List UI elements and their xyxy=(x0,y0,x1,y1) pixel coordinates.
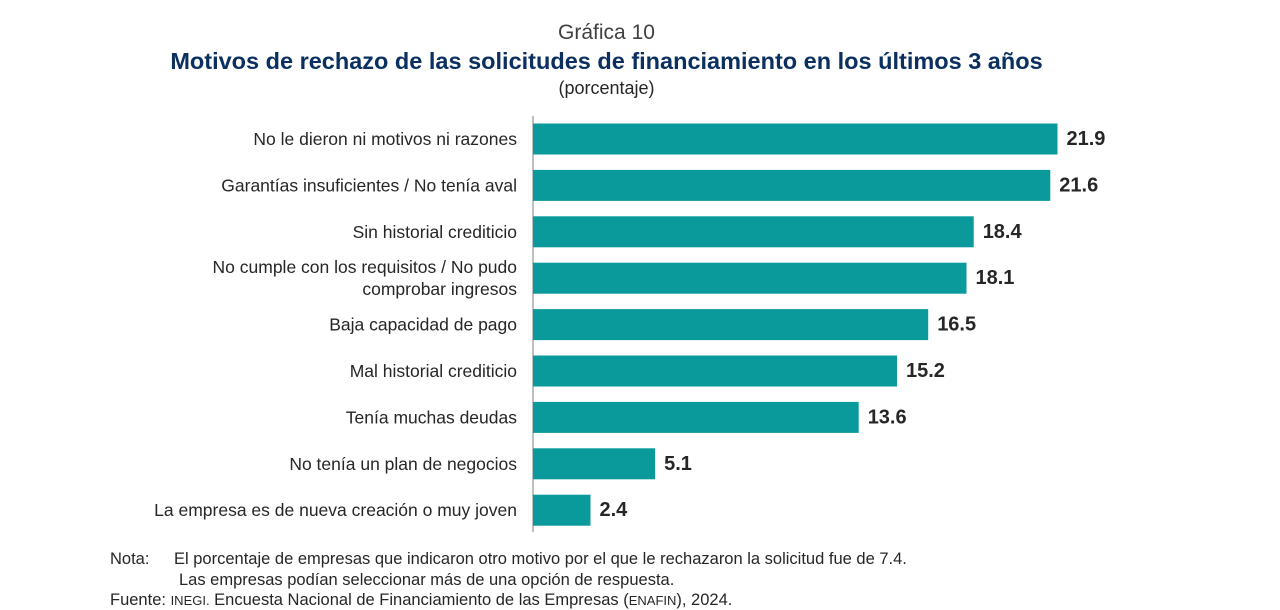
note-line-2: Las empresas podían seleccionar más de u… xyxy=(179,571,675,589)
bars-group: 21.9 No le dieron ni motivos ni razones 21… xyxy=(154,123,1106,526)
note-line-1: El porcentaje de empresas que indicaron … xyxy=(174,550,907,568)
category-label: comprobar ingresos xyxy=(362,279,517,299)
bar xyxy=(533,262,967,294)
bar-value-label: 21.6 xyxy=(1059,174,1098,196)
source-note: Fuente: INEGI. Encuesta Nacional de Fina… xyxy=(110,591,732,610)
bar-value-label: 18.1 xyxy=(976,267,1015,289)
bar xyxy=(533,169,1051,201)
bar xyxy=(533,123,1058,155)
source-text-1: Encuesta Nacional de Financiamiento de l… xyxy=(214,591,629,609)
bar-value-label: 15.2 xyxy=(906,360,945,382)
category-label: Tenía muchas deudas xyxy=(346,407,517,427)
category-label: No le dieron ni motivos ni razones xyxy=(253,129,517,149)
source-acronym: ENAFIN xyxy=(628,593,677,608)
bar-value-label: 18.4 xyxy=(983,221,1023,243)
note-prefix: Nota: xyxy=(110,550,150,568)
category-label: Sin historial crediticio xyxy=(353,222,517,242)
source-org: INEGI. xyxy=(170,593,210,608)
category-label: Mal historial crediticio xyxy=(350,361,517,381)
bar xyxy=(533,401,859,433)
category-label: Baja capacidad de pago xyxy=(329,315,517,335)
source-text-2: ), 2024. xyxy=(676,591,733,609)
bar xyxy=(533,355,897,387)
category-label: No cumple con los requisitos / No pudo xyxy=(213,257,517,277)
bar-value-label: 5.1 xyxy=(664,453,692,475)
bar-value-label: 13.6 xyxy=(868,406,907,428)
bar xyxy=(533,216,974,248)
source-prefix: Fuente: xyxy=(110,591,166,609)
chart-subtitle: (porcentaje) xyxy=(558,78,655,98)
category-label: La empresa es de nueva creación o muy jo… xyxy=(154,500,517,520)
bar-value-label: 16.5 xyxy=(937,314,976,336)
bar-chart: 21.9 No le dieron ni motivos ni razones 21… xyxy=(154,116,1106,532)
bar xyxy=(533,448,656,480)
figure-label: Gráfica 10 xyxy=(558,21,655,44)
bar xyxy=(533,494,591,526)
bar-value-label: 21.9 xyxy=(1067,128,1106,150)
bar xyxy=(533,309,929,341)
category-label: Garantías insuficientes / No tenía aval xyxy=(221,175,517,195)
category-label: No tenía un plan de negocios xyxy=(289,454,517,474)
chart-title: Motivos de rechazo de las solicitudes de… xyxy=(170,48,1043,74)
bar-value-label: 2.4 xyxy=(600,499,629,521)
